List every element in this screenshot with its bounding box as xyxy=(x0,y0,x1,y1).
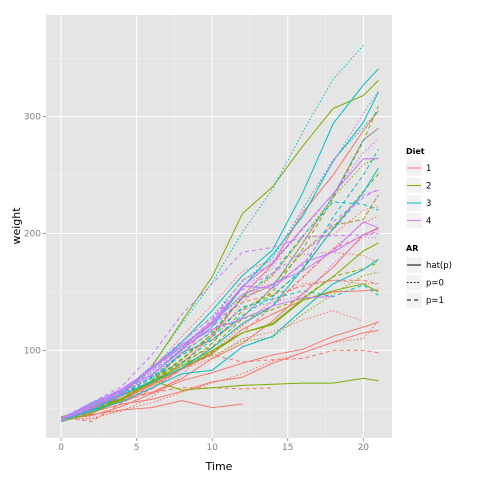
series-line-diet-1-19 xyxy=(61,279,379,420)
series-line-diet-3-38 xyxy=(60,149,379,419)
x-tick-label: 0 xyxy=(58,443,64,453)
x-tick-label: 5 xyxy=(134,443,140,453)
legend-label-ar-0: hat(p) xyxy=(426,261,452,271)
series-line-diet-2-27 xyxy=(60,194,379,423)
x-tick-label: 20 xyxy=(358,443,370,453)
series-line-diet-2-25 xyxy=(60,173,379,419)
series-line-diet-1-4 xyxy=(61,206,379,420)
series-line-diet-4-49 xyxy=(60,158,379,420)
plot-panel xyxy=(46,15,392,438)
legend-label-diet-4: 4 xyxy=(426,217,431,227)
legend-diet: Diet 1 2 3 4 xyxy=(405,147,431,229)
legend-title-ar: AR xyxy=(406,244,418,253)
series-line-diet-4-42 xyxy=(60,233,379,419)
series-line-diet-4-45 xyxy=(60,188,379,421)
series-line-diet-4-41 xyxy=(60,138,379,419)
series-line-diet-4-43 xyxy=(60,296,334,419)
series-line-diet-1-12 xyxy=(61,400,243,420)
series-line-diet-1-16 xyxy=(61,320,379,420)
series-line-diet-4-47 xyxy=(60,90,379,423)
legend-label-ar-2: p=1 xyxy=(426,296,444,306)
series-layer xyxy=(60,45,379,423)
legend-ar: AR hat(p) p=0 p=1 xyxy=(405,244,452,309)
y-tick-label: 200 xyxy=(24,230,41,240)
series-line-diet-1-10 xyxy=(60,251,379,418)
series-line-diet-4-44 xyxy=(60,236,379,420)
y-axis-title: weight xyxy=(10,207,23,245)
series-line-diet-3-36 xyxy=(60,258,379,420)
series-line-diet-2-21 xyxy=(60,271,379,420)
legend-label-diet-2: 2 xyxy=(426,182,431,192)
series-line-diet-3-35 xyxy=(60,201,379,423)
legend-label-ar-1: p=0 xyxy=(426,279,444,289)
series-line-diet-4-46 xyxy=(60,221,379,420)
y-axis: 100 200 300 xyxy=(24,113,46,356)
legend-label-diet-1: 1 xyxy=(426,164,431,174)
legend-title-diet: Diet xyxy=(406,147,425,156)
series-line-diet-1-8 xyxy=(60,349,379,419)
legend-label-diet-3: 3 xyxy=(426,199,431,209)
series-line-diet-2-26 xyxy=(60,242,379,423)
series-line-diet-1-15 xyxy=(60,330,379,420)
series-line-diet-2-29 xyxy=(60,283,379,419)
series-line-diet-4-48 xyxy=(60,189,379,421)
series-line-diet-1-9 xyxy=(61,321,379,420)
x-axis: 0 5 10 15 20 xyxy=(58,438,369,453)
y-tick-label: 100 xyxy=(24,346,41,356)
y-tick-label: 300 xyxy=(24,113,41,123)
series-line-diet-3-32 xyxy=(60,284,379,423)
x-axis-title: Time xyxy=(205,460,233,473)
x-tick-label: 10 xyxy=(206,443,218,453)
x-tick-label: 15 xyxy=(282,443,293,453)
